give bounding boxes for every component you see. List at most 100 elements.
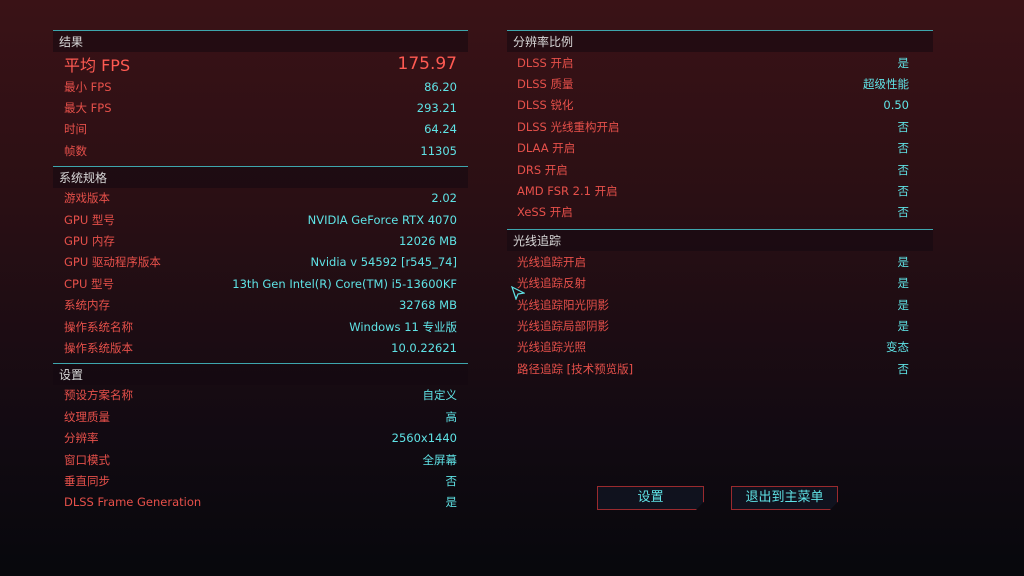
stat-row: CPU 型号 13th Gen Intel(R) Core(TM) i5-1360… <box>53 273 468 294</box>
stat-row: 预设方案名称 自定义 <box>53 385 468 406</box>
row-label: 操作系统版本 <box>64 340 133 355</box>
row-label: 游戏版本 <box>64 191 110 206</box>
row-label: DLSS 锐化 <box>517 98 574 113</box>
stat-row: 窗口模式 全屏幕 <box>53 449 468 470</box>
row-value: 32768 MB <box>398 298 457 313</box>
settings-button[interactable]: 设置 <box>597 486 704 510</box>
stat-row: GPU 内存 12026 MB <box>53 230 468 251</box>
row-label: 光线追踪阳光阴影 <box>517 297 609 312</box>
left-panel: 结果 平均 FPS 175.97 最小 FPS 86.20 最大 FPS 293.21… <box>53 30 468 513</box>
stat-row: 垂直同步 否 <box>53 470 468 491</box>
section-header-system: 系统规格 <box>53 165 468 188</box>
row-label: 分辨率 <box>64 431 99 446</box>
row-label: 帧数 <box>64 143 87 158</box>
row-label: 垂直同步 <box>64 473 110 488</box>
stat-row: 纹理质量 高 <box>53 406 468 427</box>
stat-row: 帧数 11305 <box>53 140 468 161</box>
row-label: DLSS Frame Generation <box>64 495 202 510</box>
stat-row: 操作系统名称 Windows 11 专业版 <box>53 316 468 337</box>
row-value: 12026 MB <box>398 234 457 249</box>
stat-row: DRS 开启 否 <box>507 159 933 180</box>
avg-fps-row: 平均 FPS 175.97 <box>53 52 468 76</box>
row-label: 平均 FPS <box>64 56 131 75</box>
stat-row: GPU 型号 NVIDIA GeForce RTX 4070 <box>53 209 468 230</box>
stat-row: DLSS 光线重构开启 否 <box>507 116 933 137</box>
stat-row: 操作系统版本 10.0.22621 <box>53 337 468 358</box>
stat-row: 时间 64.24 <box>53 119 468 140</box>
row-value: 10.0.22621 <box>391 340 457 355</box>
row-label: DLSS 质量 <box>517 77 574 92</box>
mouse-cursor-icon <box>511 286 525 300</box>
row-value: 全屏幕 <box>422 452 458 467</box>
row-label: 最大 FPS <box>64 101 112 116</box>
row-label: 路径追踪 [技术预览版] <box>517 361 634 376</box>
row-value: 高 <box>445 409 458 424</box>
section-header-settings: 设置 <box>53 362 468 385</box>
row-value: 0.50 <box>883 98 909 113</box>
section-header-raytracing: 光线追踪 <box>507 229 933 252</box>
row-label: GPU 内存 <box>64 234 115 249</box>
row-label: DLAA 开启 <box>517 141 576 156</box>
row-label: AMD FSR 2.1 开启 <box>517 184 618 199</box>
row-label: 光线追踪开启 <box>517 254 586 269</box>
row-label: 窗口模式 <box>64 452 110 467</box>
row-value: 是 <box>897 276 910 291</box>
row-value: 11305 <box>420 143 457 158</box>
row-value: 否 <box>897 205 910 220</box>
stat-row: DLSS 锐化 0.50 <box>507 95 933 116</box>
row-label: 光线追踪反射 <box>517 276 586 291</box>
exit-to-main-menu-button[interactable]: 退出到主菜单 <box>731 486 838 510</box>
stat-row: 最大 FPS 293.21 <box>53 97 468 118</box>
row-label: GPU 型号 <box>64 212 115 227</box>
row-value: 否 <box>897 119 910 134</box>
row-label: GPU 驱动程序版本 <box>64 255 161 270</box>
row-value: NVIDIA GeForce RTX 4070 <box>307 212 457 227</box>
row-label: 时间 <box>64 122 87 137</box>
row-value: 64.24 <box>424 122 457 137</box>
row-value: 否 <box>897 361 910 376</box>
row-value: 否 <box>897 184 910 199</box>
row-label: DLSS 光线重构开启 <box>517 119 620 134</box>
row-value: Windows 11 专业版 <box>349 319 457 334</box>
stat-row: 光线追踪局部阴影 是 <box>507 315 933 336</box>
stat-row: 分辨率 2560x1440 <box>53 427 468 448</box>
section-header-scaling: 分辨率比例 <box>507 30 933 52</box>
stat-row: 光线追踪阳光阴影 是 <box>507 294 933 315</box>
stat-row: DLAA 开启 否 <box>507 138 933 159</box>
row-label: 操作系统名称 <box>64 319 133 334</box>
row-value: 2560x1440 <box>391 431 457 446</box>
row-label: CPU 型号 <box>64 276 115 291</box>
right-panel: 分辨率比例 DLSS 开启是 DLSS 质量 超级性能 DLSS 锐化 0.50 DLSS… <box>507 30 933 379</box>
row-label: 纹理质量 <box>64 409 110 424</box>
row-value: 是 <box>897 318 910 333</box>
row-value: 是 <box>897 254 910 269</box>
stat-row: XeSS 开启 否 <box>507 202 933 223</box>
stat-row: DLSS 质量 超级性能 <box>507 73 933 94</box>
row-value: 2.02 <box>431 191 457 206</box>
stat-row: 光线追踪光照 变态 <box>507 337 933 358</box>
stat-row: 光线追踪开启 是 <box>507 251 933 272</box>
row-value: 变态 <box>886 340 909 355</box>
row-value: 86.20 <box>424 79 457 94</box>
row-label: XeSS 开启 <box>517 205 573 220</box>
row-label: 预设方案名称 <box>64 388 133 403</box>
stat-row: 最小 FPS 86.20 <box>53 76 468 97</box>
section-header-results: 结果 <box>53 30 468 52</box>
row-value: 超级性能 <box>863 77 909 92</box>
row-value: 是 <box>897 297 910 312</box>
stat-row: 光线追踪反射 是 <box>507 273 933 294</box>
row-value: 否 <box>897 162 910 177</box>
row-value: 自定义 <box>422 388 458 403</box>
row-label: 光线追踪光照 <box>517 340 586 355</box>
row-value: 是 <box>897 55 910 70</box>
row-value: Nvidia v 54592 [r545_74] <box>310 255 457 270</box>
row-value: 否 <box>897 141 910 156</box>
row-label: DRS 开启 <box>517 162 568 177</box>
row-label: 系统内存 <box>64 298 110 313</box>
stat-row: AMD FSR 2.1 开启 否 <box>507 180 933 201</box>
row-label: 最小 FPS <box>64 79 112 94</box>
stat-row: 系统内存 32768 MB <box>53 295 468 316</box>
row-value: 293.21 <box>416 101 457 116</box>
stat-row: 路径追踪 [技术预览版] 否 <box>507 358 933 379</box>
row-value: 是 <box>445 495 458 510</box>
